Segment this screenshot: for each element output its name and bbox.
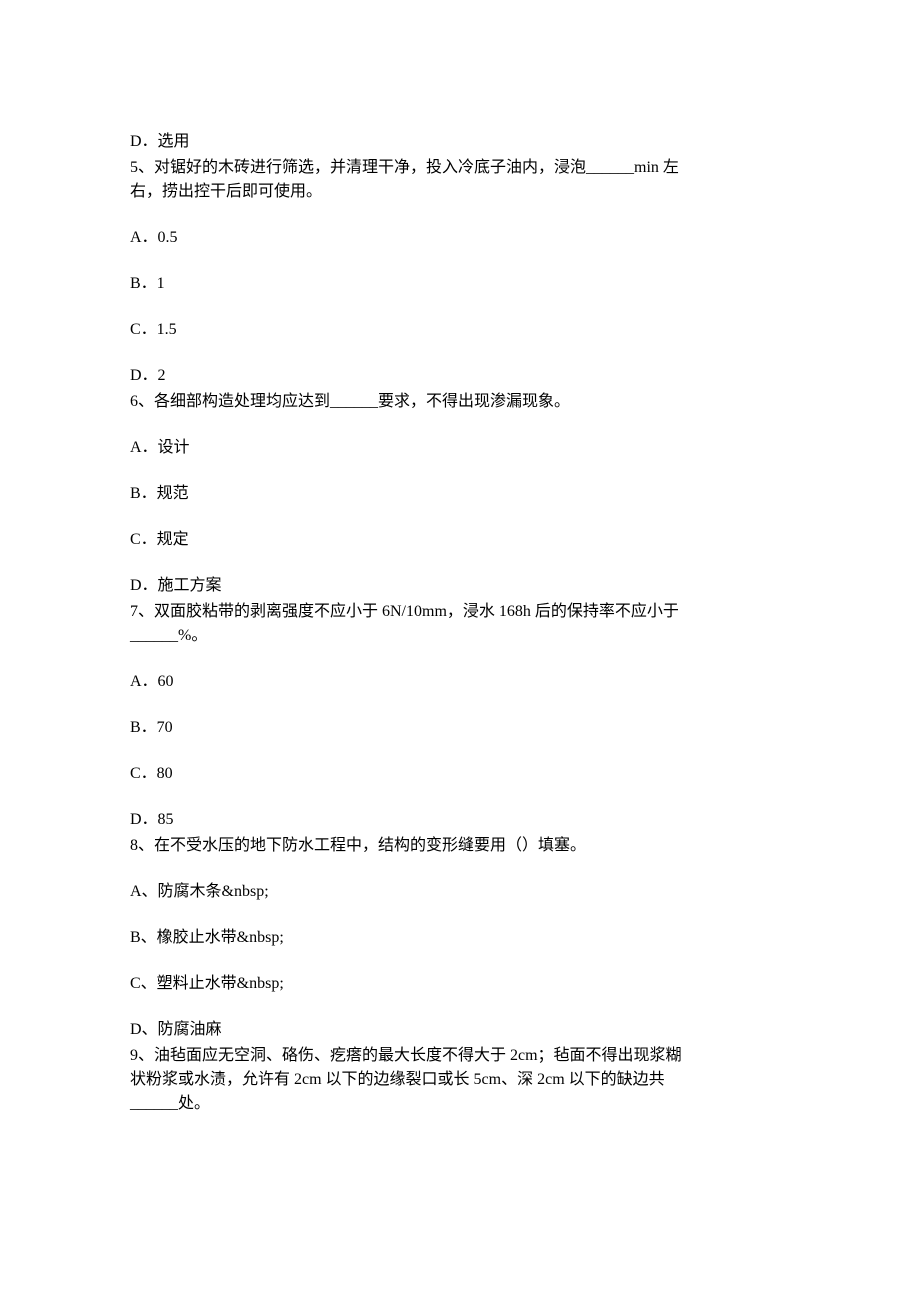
q5-option-a: A．0.5 <box>130 226 790 250</box>
spacer <box>130 506 790 528</box>
q8-option-a: A、防腐木条&nbsp; <box>130 880 790 904</box>
q6-stem: 6、各细部构造处理均应达到______要求，不得出现渗漏现象。 <box>130 390 790 414</box>
spacer <box>130 414 790 436</box>
spacer <box>130 950 790 972</box>
q9-stem-line2: 状粉浆或水渍，允许有 2cm 以下的边缘裂口或长 5cm、深 2cm 以下的缺边… <box>130 1068 790 1092</box>
q8-option-c: C、塑料止水带&nbsp; <box>130 972 790 996</box>
spacer <box>130 740 790 762</box>
spacer <box>130 996 790 1018</box>
q7-option-b: B．70 <box>130 716 790 740</box>
q5-option-d: D．2 <box>130 364 790 388</box>
q9-stem-line3: ______处。 <box>130 1092 790 1116</box>
spacer <box>130 858 790 880</box>
q6-option-b: B．规范 <box>130 482 790 506</box>
q5-stem-line1: 5、对锯好的木砖进行筛选，并清理干净，投入冷底子油内，浸泡______min 左 <box>130 156 790 180</box>
q5-stem-line2: 右，捞出控干后即可使用。 <box>130 180 790 204</box>
document-page: D．选用 5、对锯好的木砖进行筛选，并清理干净，投入冷底子油内，浸泡______… <box>0 0 920 1116</box>
q8-option-d: D、防腐油麻 <box>130 1018 790 1042</box>
spacer <box>130 648 790 670</box>
q7-option-c: C．80 <box>130 762 790 786</box>
q8-option-b: B、橡胶止水带&nbsp; <box>130 926 790 950</box>
q6-option-a: A．设计 <box>130 436 790 460</box>
q7-stem-line1: 7、双面胶粘带的剥离强度不应小于 6N/10mm，浸水 168h 后的保持率不应… <box>130 600 790 624</box>
q5-option-c: C．1.5 <box>130 318 790 342</box>
q9-stem-line1: 9、油毡面应无空洞、硌伤、疙瘩的最大长度不得大于 2cm；毡面不得出现浆糊 <box>130 1044 790 1068</box>
q7-stem-line2: ______%。 <box>130 624 790 648</box>
spacer <box>130 904 790 926</box>
spacer <box>130 552 790 574</box>
spacer <box>130 250 790 272</box>
spacer <box>130 296 790 318</box>
q6-option-d: D．施工方案 <box>130 574 790 598</box>
spacer <box>130 342 790 364</box>
q6-option-c: C．规定 <box>130 528 790 552</box>
q8-stem: 8、在不受水压的地下防水工程中，结构的变形缝要用（）填塞。 <box>130 834 790 858</box>
q7-option-d: D．85 <box>130 808 790 832</box>
option-d-fragment: D．选用 <box>130 130 790 154</box>
q5-option-b: B．1 <box>130 272 790 296</box>
spacer <box>130 786 790 808</box>
spacer <box>130 460 790 482</box>
spacer <box>130 204 790 226</box>
q7-option-a: A．60 <box>130 670 790 694</box>
spacer <box>130 694 790 716</box>
